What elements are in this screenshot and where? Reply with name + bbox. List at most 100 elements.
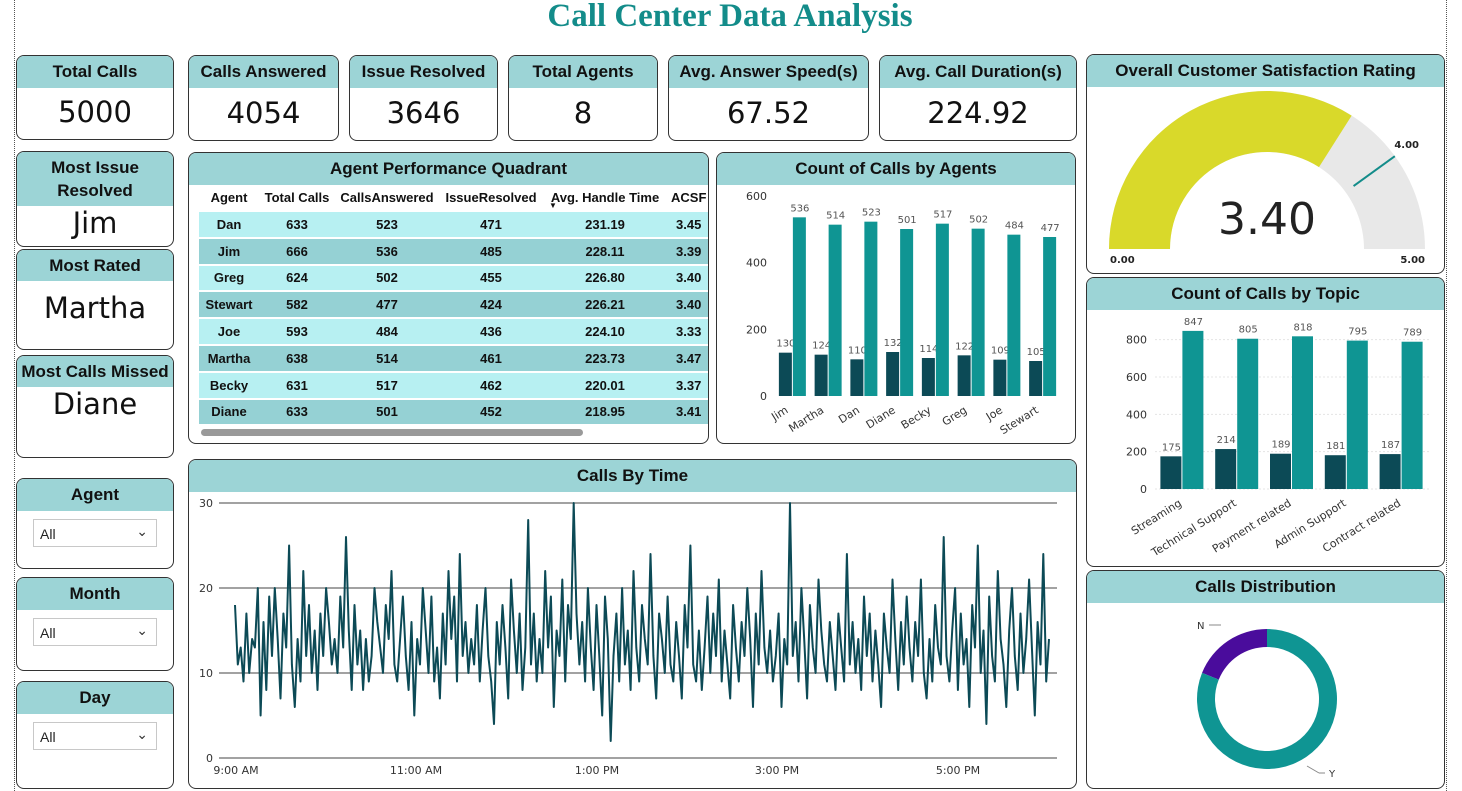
column-header[interactable]: ACSF — [667, 185, 708, 212]
bar[interactable] — [1346, 340, 1368, 489]
bar[interactable] — [1292, 336, 1313, 489]
table-cell: 226.80 — [543, 264, 667, 293]
month-dropdown[interactable]: All ⌄ — [33, 618, 157, 646]
x-tick-label: 3:00 PM — [755, 764, 799, 777]
x-tick-label: Jim — [768, 404, 790, 425]
day-dropdown[interactable]: All ⌄ — [33, 722, 157, 750]
bar[interactable] — [900, 229, 914, 396]
bar[interactable] — [1324, 455, 1346, 489]
bar[interactable] — [814, 354, 828, 396]
y-tick-label: 30 — [199, 497, 213, 510]
bar[interactable] — [1379, 454, 1401, 489]
table-cell: 228.11 — [543, 237, 667, 266]
table-cell: 3.47 — [667, 344, 708, 373]
data-label: 110 — [848, 345, 867, 356]
kpi-label: Total Agents — [509, 56, 657, 88]
table-row[interactable]: Dan 633 523 471 231.19 3.45 — [199, 211, 708, 239]
gauge-target-label: 4.00 — [1394, 140, 1419, 151]
bar[interactable] — [1160, 456, 1182, 489]
bar[interactable] — [778, 352, 792, 396]
bar[interactable] — [935, 223, 949, 396]
satisfaction-gauge: 3.40 0.00 5.00 4.00 — [1109, 90, 1425, 266]
table-cell: 436 — [439, 318, 543, 346]
calls-by-agents-panel: Count of Calls by Agents 0 200 400 600 130 53… — [716, 152, 1076, 444]
bar[interactable] — [1215, 449, 1237, 489]
bar[interactable] — [1043, 237, 1057, 396]
card-label: Most Rated — [17, 250, 173, 281]
table-cell: 223.73 — [543, 344, 667, 373]
kpi-total-calls: Total Calls 5000 — [16, 55, 174, 140]
data-label: 795 — [1348, 327, 1367, 338]
kpi-label: Calls Answered — [189, 56, 338, 88]
bar[interactable] — [850, 359, 864, 396]
column-header[interactable]: IssueResolved — [439, 185, 543, 212]
y-tick-label: 20 — [199, 582, 213, 595]
gauge-target-marker — [1352, 155, 1396, 187]
table-cell: 220.01 — [543, 371, 667, 400]
data-label: 514 — [826, 211, 845, 222]
bar[interactable] — [1029, 361, 1043, 396]
column-header[interactable]: Agent — [199, 185, 259, 212]
kpi-total-agents: Total Agents 8 — [508, 55, 658, 141]
table-row[interactable]: Becky 631 517 462 220.01 3.37 — [199, 371, 708, 400]
horizontal-scrollbar[interactable] — [201, 429, 583, 436]
data-label: 536 — [790, 203, 809, 214]
x-tick-label: 11:00 AM — [390, 764, 442, 777]
table-row[interactable]: Jim 666 536 485 228.11 3.39 — [199, 237, 708, 266]
data-label: 847 — [1184, 317, 1203, 328]
table-row[interactable]: Diane 633 501 452 218.95 3.41 — [199, 398, 708, 427]
x-tick-label: Greg — [940, 404, 969, 429]
series-line[interactable] — [234, 502, 1050, 742]
table-cell: 424 — [439, 291, 543, 320]
kpi-issue-resolved: Issue Resolved 3646 — [349, 55, 498, 141]
table-cell: 3.40 — [667, 291, 708, 320]
dropdown-value: All — [40, 625, 56, 641]
table-row[interactable]: Greg 624 502 455 226.80 3.40 — [199, 264, 708, 293]
kpi-calls-answered: Calls Answered 4054 — [188, 55, 339, 141]
bar[interactable] — [957, 355, 971, 396]
bar[interactable] — [993, 359, 1007, 396]
bar[interactable] — [1007, 234, 1021, 396]
bar[interactable] — [921, 358, 935, 396]
slicer-label: Agent — [17, 479, 173, 511]
column-header[interactable]: CallsAnswered — [335, 185, 439, 212]
table-cell: Jim — [199, 237, 259, 266]
bar[interactable] — [1182, 330, 1204, 489]
data-label: 109 — [991, 346, 1010, 357]
data-label: 130 — [776, 339, 795, 350]
leader-line — [1306, 765, 1320, 774]
x-tick-label: Stewart — [998, 403, 1042, 437]
table-cell: 231.19 — [543, 211, 667, 239]
data-label: 175 — [1162, 442, 1181, 453]
bar[interactable] — [886, 352, 900, 396]
table-cell: 226.21 — [543, 291, 667, 320]
table-row[interactable]: Martha 638 514 461 223.73 3.47 — [199, 344, 708, 373]
bar[interactable] — [828, 224, 842, 396]
satisfaction-gauge-panel: Overall Customer Satisfaction Rating 3.4… — [1086, 54, 1445, 274]
data-label: 114 — [919, 344, 938, 355]
bar[interactable] — [1401, 341, 1423, 489]
donut-slice[interactable] — [1202, 629, 1267, 680]
bar[interactable] — [792, 217, 806, 396]
table-cell: 593 — [259, 318, 335, 346]
panel-title: Overall Customer Satisfaction Rating — [1087, 55, 1444, 87]
agent-dropdown[interactable]: All ⌄ — [33, 519, 157, 547]
table-row[interactable]: Stewart 582 477 424 226.21 3.40 — [199, 291, 708, 320]
table-row[interactable]: Joe 593 484 436 224.10 3.33 — [199, 318, 708, 346]
slicer-label: Month — [17, 578, 173, 610]
calls-by-topic-panel: Count of Calls by Topic 0 200 400 600 800 175… — [1086, 277, 1445, 567]
x-tick-label: Dan — [836, 404, 862, 427]
table-cell: 3.33 — [667, 318, 708, 346]
data-label: 132 — [884, 338, 903, 349]
bar[interactable] — [971, 228, 985, 396]
bar[interactable] — [1270, 453, 1291, 489]
bar[interactable] — [864, 221, 878, 396]
data-label: 189 — [1271, 440, 1290, 451]
y-tick-label: 200 — [746, 323, 767, 336]
calls-by-topic-chart: 0200400600800175847Streaming214805Techni… — [1126, 317, 1429, 560]
column-header[interactable]: Total Calls — [259, 185, 335, 212]
bar[interactable] — [1237, 338, 1259, 489]
data-label: 502 — [969, 215, 988, 226]
sort-desc-icon: ▼ — [549, 201, 557, 210]
column-header[interactable]: Avg. Handle Time ▼ — [543, 185, 667, 212]
